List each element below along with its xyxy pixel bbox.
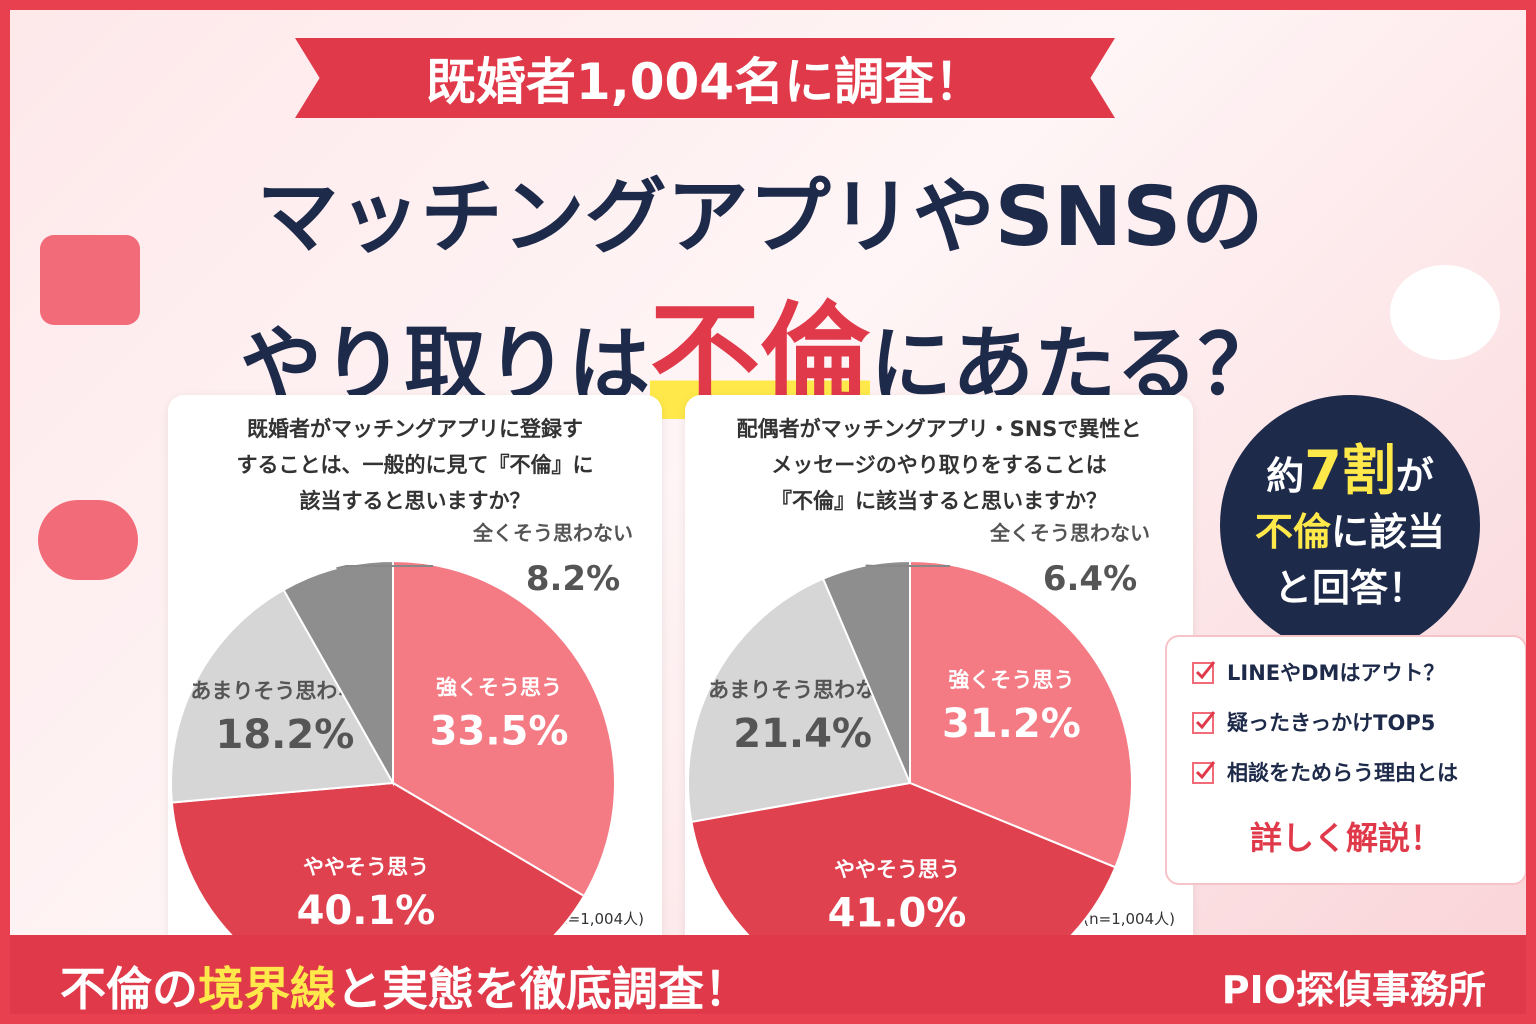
check-icon bbox=[1192, 661, 1216, 684]
chart-title: 『不倫』に該当すると思いますか？ bbox=[771, 489, 1107, 513]
value-label: 21.4% bbox=[733, 711, 872, 757]
category-label: ややそう思う bbox=[303, 855, 429, 879]
banner: 既婚者1,004名に調査！ bbox=[295, 38, 1115, 118]
category-label: ややそう思う bbox=[834, 857, 960, 881]
callout-text: 約 bbox=[1266, 454, 1305, 498]
footer-part: 不倫の bbox=[60, 962, 198, 1016]
check-item: LINEやDMはアウト？ bbox=[1191, 657, 1525, 687]
chart-title: 既婚者がマッチングアプリに登録す bbox=[247, 417, 583, 441]
value-label: 6.4% bbox=[1043, 559, 1137, 599]
heart-bubble bbox=[40, 235, 140, 325]
value-label: 18.2% bbox=[216, 712, 355, 758]
check-item: 疑ったきっかけTOP5 bbox=[1191, 707, 1525, 737]
callout-text: と回答！ bbox=[1273, 566, 1426, 610]
footer-part: と実態を徹底調査！ bbox=[336, 962, 750, 1016]
check-text: LINEやDMはアウト？ bbox=[1227, 661, 1445, 685]
chat-bubble bbox=[38, 500, 138, 580]
value-label: 33.5% bbox=[430, 709, 569, 755]
value-label: 31.2% bbox=[942, 701, 1081, 747]
headline-line1: マッチングアプリやSNSの bbox=[256, 170, 1264, 265]
cta[interactable]: 詳しく解説！ bbox=[1249, 819, 1442, 857]
category-label: 全くそう思わない bbox=[989, 521, 1150, 545]
check-icon bbox=[1192, 761, 1216, 784]
callout-number: 7割 bbox=[1304, 439, 1396, 502]
category-label: 強くそう思う bbox=[948, 668, 1074, 692]
pie-slice bbox=[170, 588, 395, 804]
check-item: 相談をためらう理由とは bbox=[1191, 757, 1525, 787]
chart-title: メッセージのやり取りをすることは bbox=[771, 453, 1107, 477]
broken-heart-bubble bbox=[1390, 265, 1500, 360]
callout-text: が bbox=[1395, 454, 1434, 498]
footer-text: 不倫の境界線と実態を徹底調査！ bbox=[60, 953, 750, 1016]
callout-text: に該当 bbox=[1331, 510, 1446, 554]
sample-note: (n=1,004人) bbox=[552, 910, 644, 928]
value-label: 8.2% bbox=[526, 559, 620, 599]
pie-slice bbox=[821, 559, 911, 784]
checklist: LINEやDMはアウト？ 疑ったきっかけTOP5 相談をためらう理由とは詳しく解説！ bbox=[1165, 635, 1526, 885]
leader-line bbox=[336, 565, 433, 570]
chart-title: することは、一般的に見て『不倫』に bbox=[236, 453, 594, 477]
check-text: 相談をためらう理由とは bbox=[1227, 761, 1458, 785]
category-label: あまりそう思わない bbox=[708, 678, 897, 702]
callout: 約7割が 不倫に該当 と回答！ bbox=[1220, 395, 1480, 655]
footer-highlight: 境界線 bbox=[198, 962, 336, 1016]
pie-slice bbox=[687, 577, 912, 824]
value-label: 40.1% bbox=[297, 888, 436, 934]
category-label: 強くそう思う bbox=[436, 676, 562, 700]
pie-slice bbox=[392, 559, 616, 898]
footer: 不倫の境界線と実態を徹底調査！ PIO探偵事務所 bbox=[10, 935, 1526, 1016]
value-label: 41.0% bbox=[828, 890, 967, 936]
callout-highlight: 不倫 bbox=[1254, 510, 1331, 554]
sample-note: (n=1,004人) bbox=[1083, 910, 1175, 928]
brand: PIO探偵事務所 bbox=[1221, 968, 1486, 1012]
leader-line bbox=[865, 564, 950, 567]
check-icon bbox=[1192, 711, 1216, 734]
category-label: 全くそう思わない bbox=[472, 521, 633, 545]
chart-title: 配偶者がマッチングアプリ・SNSで異性と bbox=[736, 417, 1142, 441]
pie-slice bbox=[909, 559, 1133, 869]
check-text: 疑ったきっかけTOP5 bbox=[1227, 711, 1436, 735]
chart-title: 該当すると思いますか？ bbox=[299, 489, 531, 513]
